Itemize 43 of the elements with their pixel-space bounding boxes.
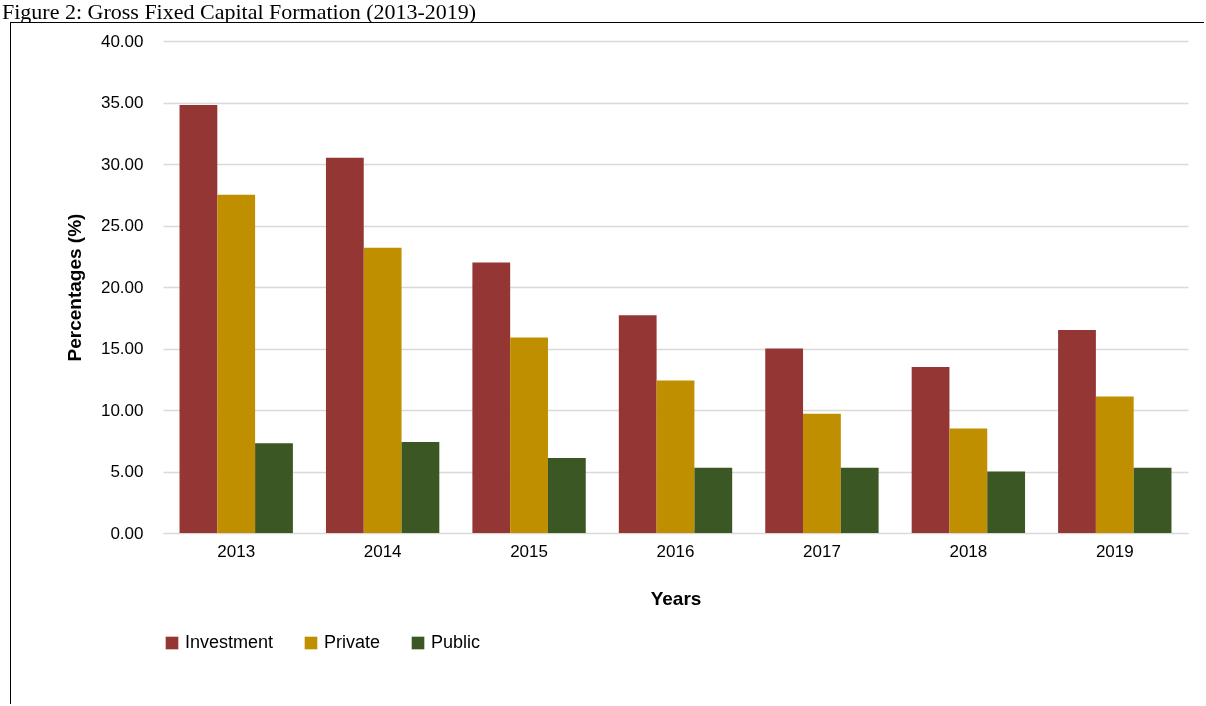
x-tick-label: 2015 [510, 541, 548, 561]
bar [1133, 467, 1172, 533]
y-axis-title: Percentages (%) [63, 213, 85, 362]
bar [765, 348, 804, 533]
x-tick-label: 2018 [949, 541, 988, 561]
x-tick-label: 2019 [1095, 541, 1134, 561]
bar [1095, 396, 1134, 533]
bar [363, 247, 402, 533]
y-tick-label: 0.00 [110, 523, 144, 543]
bar [472, 262, 511, 533]
bar [803, 413, 841, 533]
bar [949, 428, 988, 533]
x-tick-label: 2013 [217, 541, 256, 561]
legend-label: Public [431, 632, 481, 652]
y-tick-label: 30.00 [100, 154, 144, 174]
legend-label: Investment [185, 632, 274, 652]
legend-label: Private [324, 632, 381, 652]
bar [656, 380, 695, 533]
bar [987, 471, 1026, 533]
y-tick-label: 25.00 [100, 216, 144, 235]
y-tick-label: 15.00 [100, 339, 144, 358]
bar [547, 457, 586, 533]
x-tick-label: 2014 [363, 541, 402, 561]
y-tick-label: 20.00 [100, 277, 144, 297]
bar [510, 337, 548, 533]
x-tick-label: 2017 [803, 541, 841, 561]
bar [179, 104, 218, 533]
y-tick-label: 35.00 [100, 93, 144, 112]
y-tick-label: 40.00 [100, 31, 144, 51]
bar [1058, 330, 1096, 533]
bar [840, 467, 879, 533]
bar [217, 194, 256, 533]
bar [401, 441, 440, 533]
x-axis-title: Years [650, 587, 702, 609]
bar [618, 315, 657, 533]
bar [694, 467, 733, 533]
bar [911, 366, 950, 533]
y-tick-label: 10.00 [100, 400, 144, 420]
x-tick-label: 2016 [656, 541, 695, 561]
bar [255, 443, 293, 533]
bar [325, 157, 364, 533]
chart-title: Figure 2: Gross Fixed Capital Formation (2013-2019) [1, 0, 478, 24]
y-tick-label: 5.00 [110, 462, 144, 481]
